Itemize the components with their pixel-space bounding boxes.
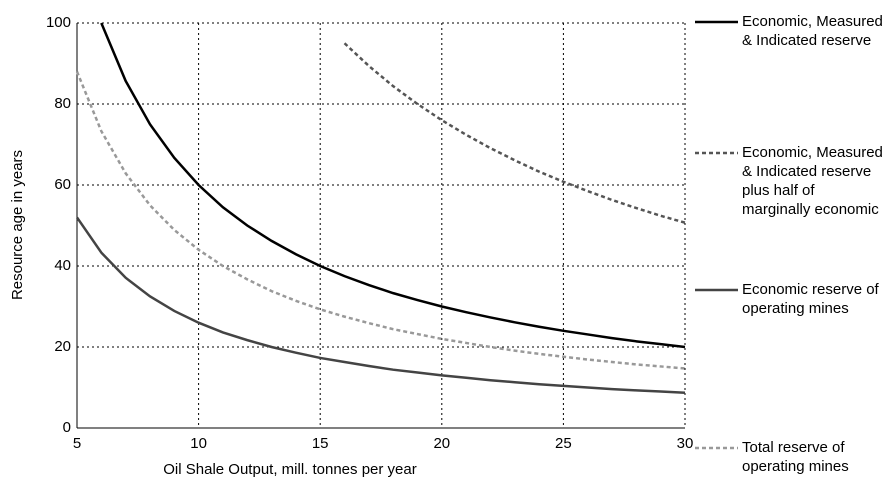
series-line (75, 216, 686, 395)
y-axis-title: Resource age in years (9, 150, 26, 300)
y-tick-label: 20 (54, 338, 71, 355)
x-tick-label: 25 (555, 435, 572, 452)
legend-label: Economic, Measured & Indicated reserve (742, 13, 883, 49)
x-axis-title: Oil Shale Output, mill. tonnes per year (163, 461, 416, 478)
x-tick-label: 10 (190, 435, 207, 452)
x-tick-label: 15 (312, 435, 329, 452)
x-tick-label: 5 (73, 435, 81, 452)
y-tick-label: 60 (54, 176, 71, 193)
legend-label: Total reserve of operating mines (742, 439, 849, 475)
legend-label: Economic, Measured & Indicated reserve p… (742, 144, 883, 218)
x-tick-label: 20 (433, 435, 450, 452)
legend-label: Economic reserve of operating mines (742, 281, 879, 317)
y-tick-label: 100 (46, 14, 71, 31)
series-line (100, 22, 686, 349)
y-tick-label: 80 (54, 95, 71, 112)
y-tick-label: 40 (54, 257, 71, 274)
series-line (75, 71, 686, 370)
x-tick-label: 30 (677, 435, 694, 452)
series-line (343, 42, 686, 224)
y-tick-label: 0 (63, 419, 71, 436)
